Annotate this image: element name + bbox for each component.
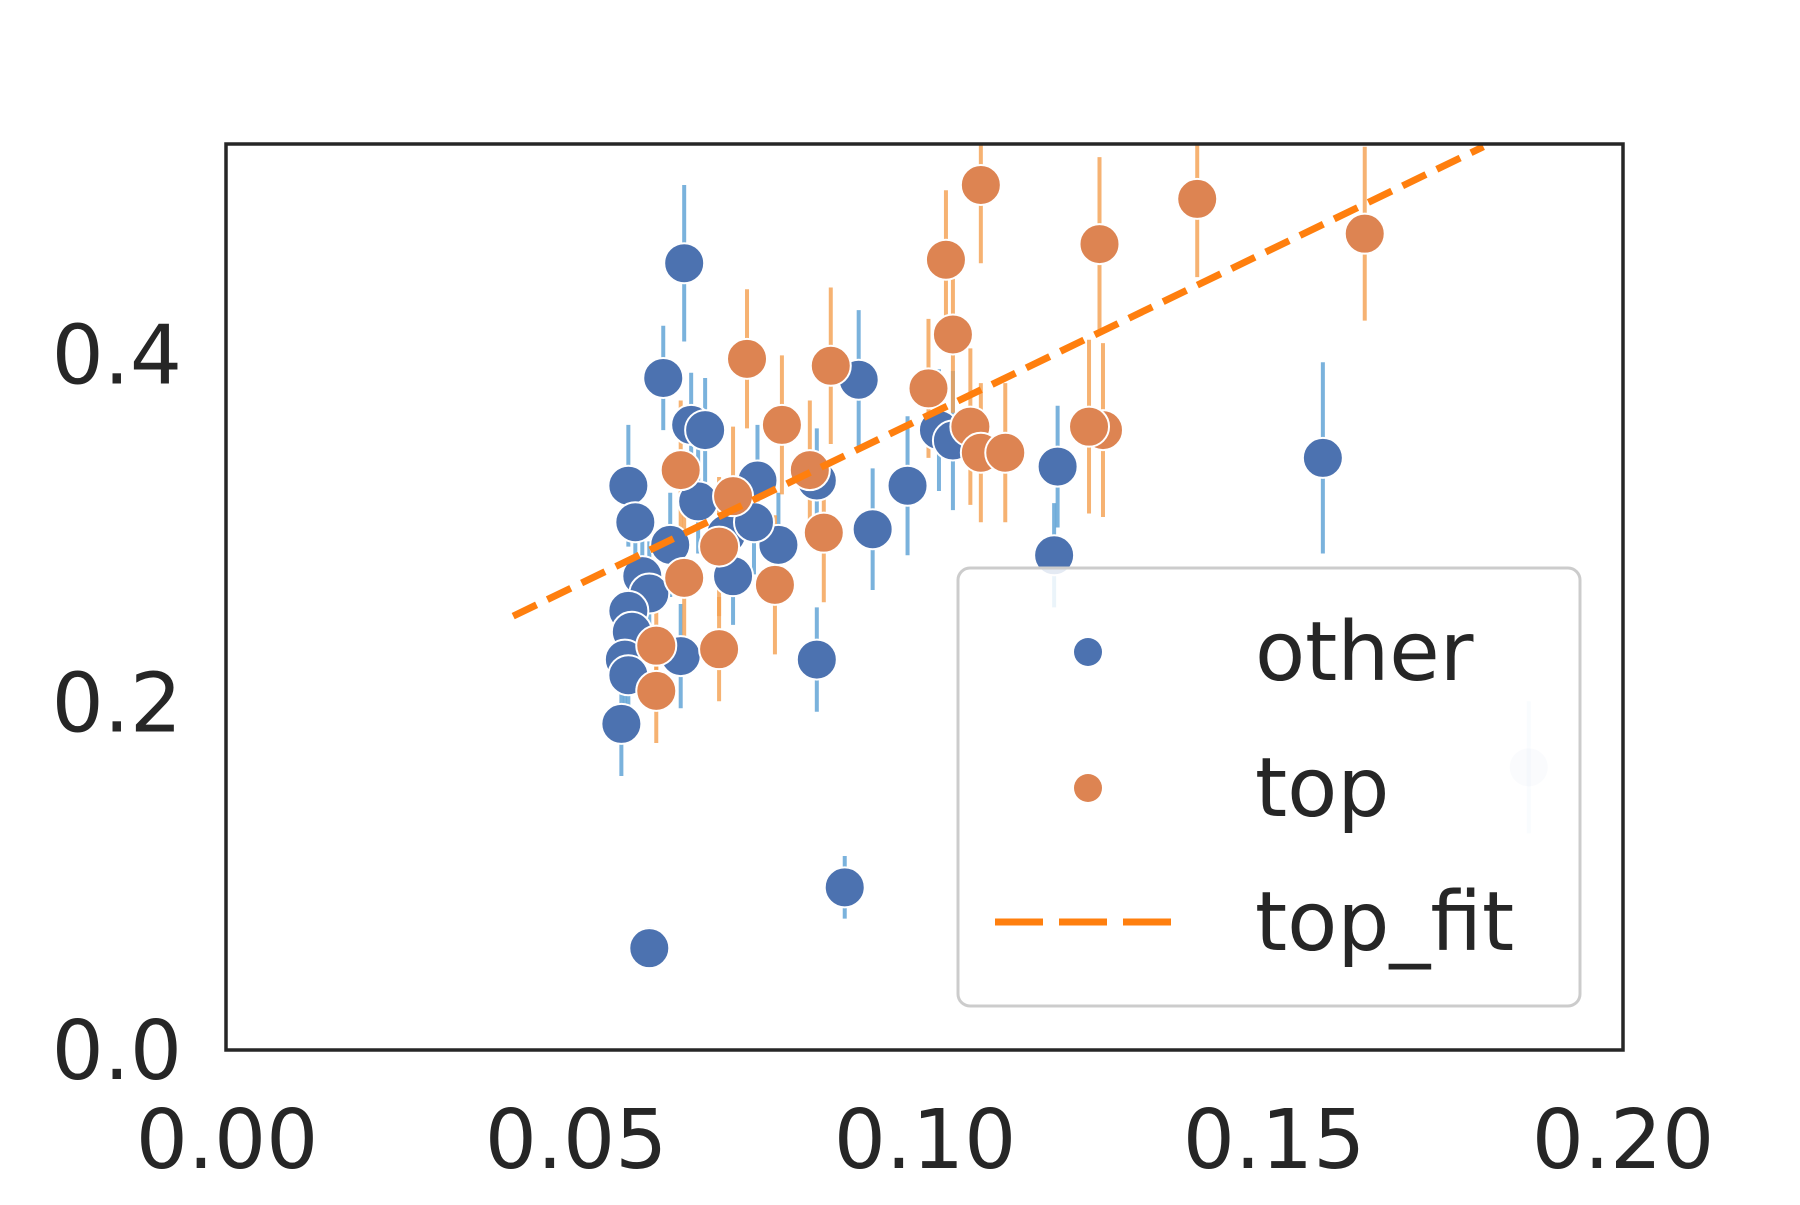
other-point bbox=[851, 508, 894, 551]
legend-marker-other bbox=[1074, 638, 1102, 666]
top-point bbox=[907, 367, 950, 410]
top-point bbox=[659, 449, 702, 492]
top-point bbox=[1343, 212, 1386, 255]
other-point bbox=[823, 866, 866, 909]
top-point bbox=[931, 313, 974, 356]
top-point bbox=[802, 511, 845, 554]
plot-area bbox=[511, 145, 1550, 970]
other-point bbox=[1301, 436, 1344, 479]
plot-frame bbox=[224, 142, 1625, 1052]
top-point bbox=[663, 556, 706, 599]
other-point bbox=[886, 464, 929, 507]
legend-marker-top bbox=[1074, 774, 1102, 802]
y-tick-label: 0.4 bbox=[52, 309, 182, 404]
x-tick-label: 0.15 bbox=[1183, 1093, 1366, 1188]
legend-label: top_fit bbox=[1255, 875, 1514, 970]
other-point bbox=[614, 501, 657, 544]
top-point bbox=[753, 563, 796, 606]
top-point bbox=[984, 431, 1027, 474]
top-point bbox=[959, 163, 1002, 206]
top-points bbox=[635, 163, 1386, 712]
x-tick-label: 0.05 bbox=[485, 1093, 668, 1188]
top-point bbox=[1068, 405, 1111, 448]
other-point bbox=[607, 464, 650, 507]
top-point bbox=[726, 337, 769, 380]
legend: other top top_fit bbox=[956, 566, 1582, 1008]
top-point bbox=[924, 238, 967, 281]
x-tick-label: 0.10 bbox=[834, 1093, 1017, 1188]
x-tick-label: 0.00 bbox=[136, 1093, 319, 1188]
other-point bbox=[642, 356, 685, 399]
other-point bbox=[684, 409, 727, 452]
top-point bbox=[809, 344, 852, 387]
other-point bbox=[663, 242, 706, 285]
top-point bbox=[788, 449, 831, 492]
top-fit-line bbox=[511, 145, 1485, 620]
legend-label: other bbox=[1255, 605, 1474, 700]
top-point bbox=[1078, 223, 1121, 266]
other-point bbox=[795, 638, 838, 681]
other-point bbox=[600, 702, 643, 745]
top-point bbox=[698, 628, 741, 671]
top-point bbox=[635, 669, 678, 712]
top-point bbox=[698, 525, 741, 568]
legend-box bbox=[956, 566, 1582, 1008]
top-point bbox=[635, 624, 678, 667]
other-point bbox=[1036, 445, 1079, 488]
y-tick-label: 0.0 bbox=[52, 1004, 182, 1099]
top-point bbox=[760, 403, 803, 446]
top-point bbox=[1176, 177, 1219, 220]
x-tick-label: 0.20 bbox=[1532, 1093, 1715, 1188]
x-axis: 0.00 0.05 0.10 0.15 0.20 bbox=[136, 1093, 1715, 1188]
top-point bbox=[712, 475, 755, 518]
y-axis: 0.0 0.2 0.4 bbox=[52, 309, 182, 1099]
legend-label: top bbox=[1255, 741, 1389, 836]
y-tick-label: 0.2 bbox=[52, 656, 182, 751]
other-point bbox=[628, 927, 671, 970]
